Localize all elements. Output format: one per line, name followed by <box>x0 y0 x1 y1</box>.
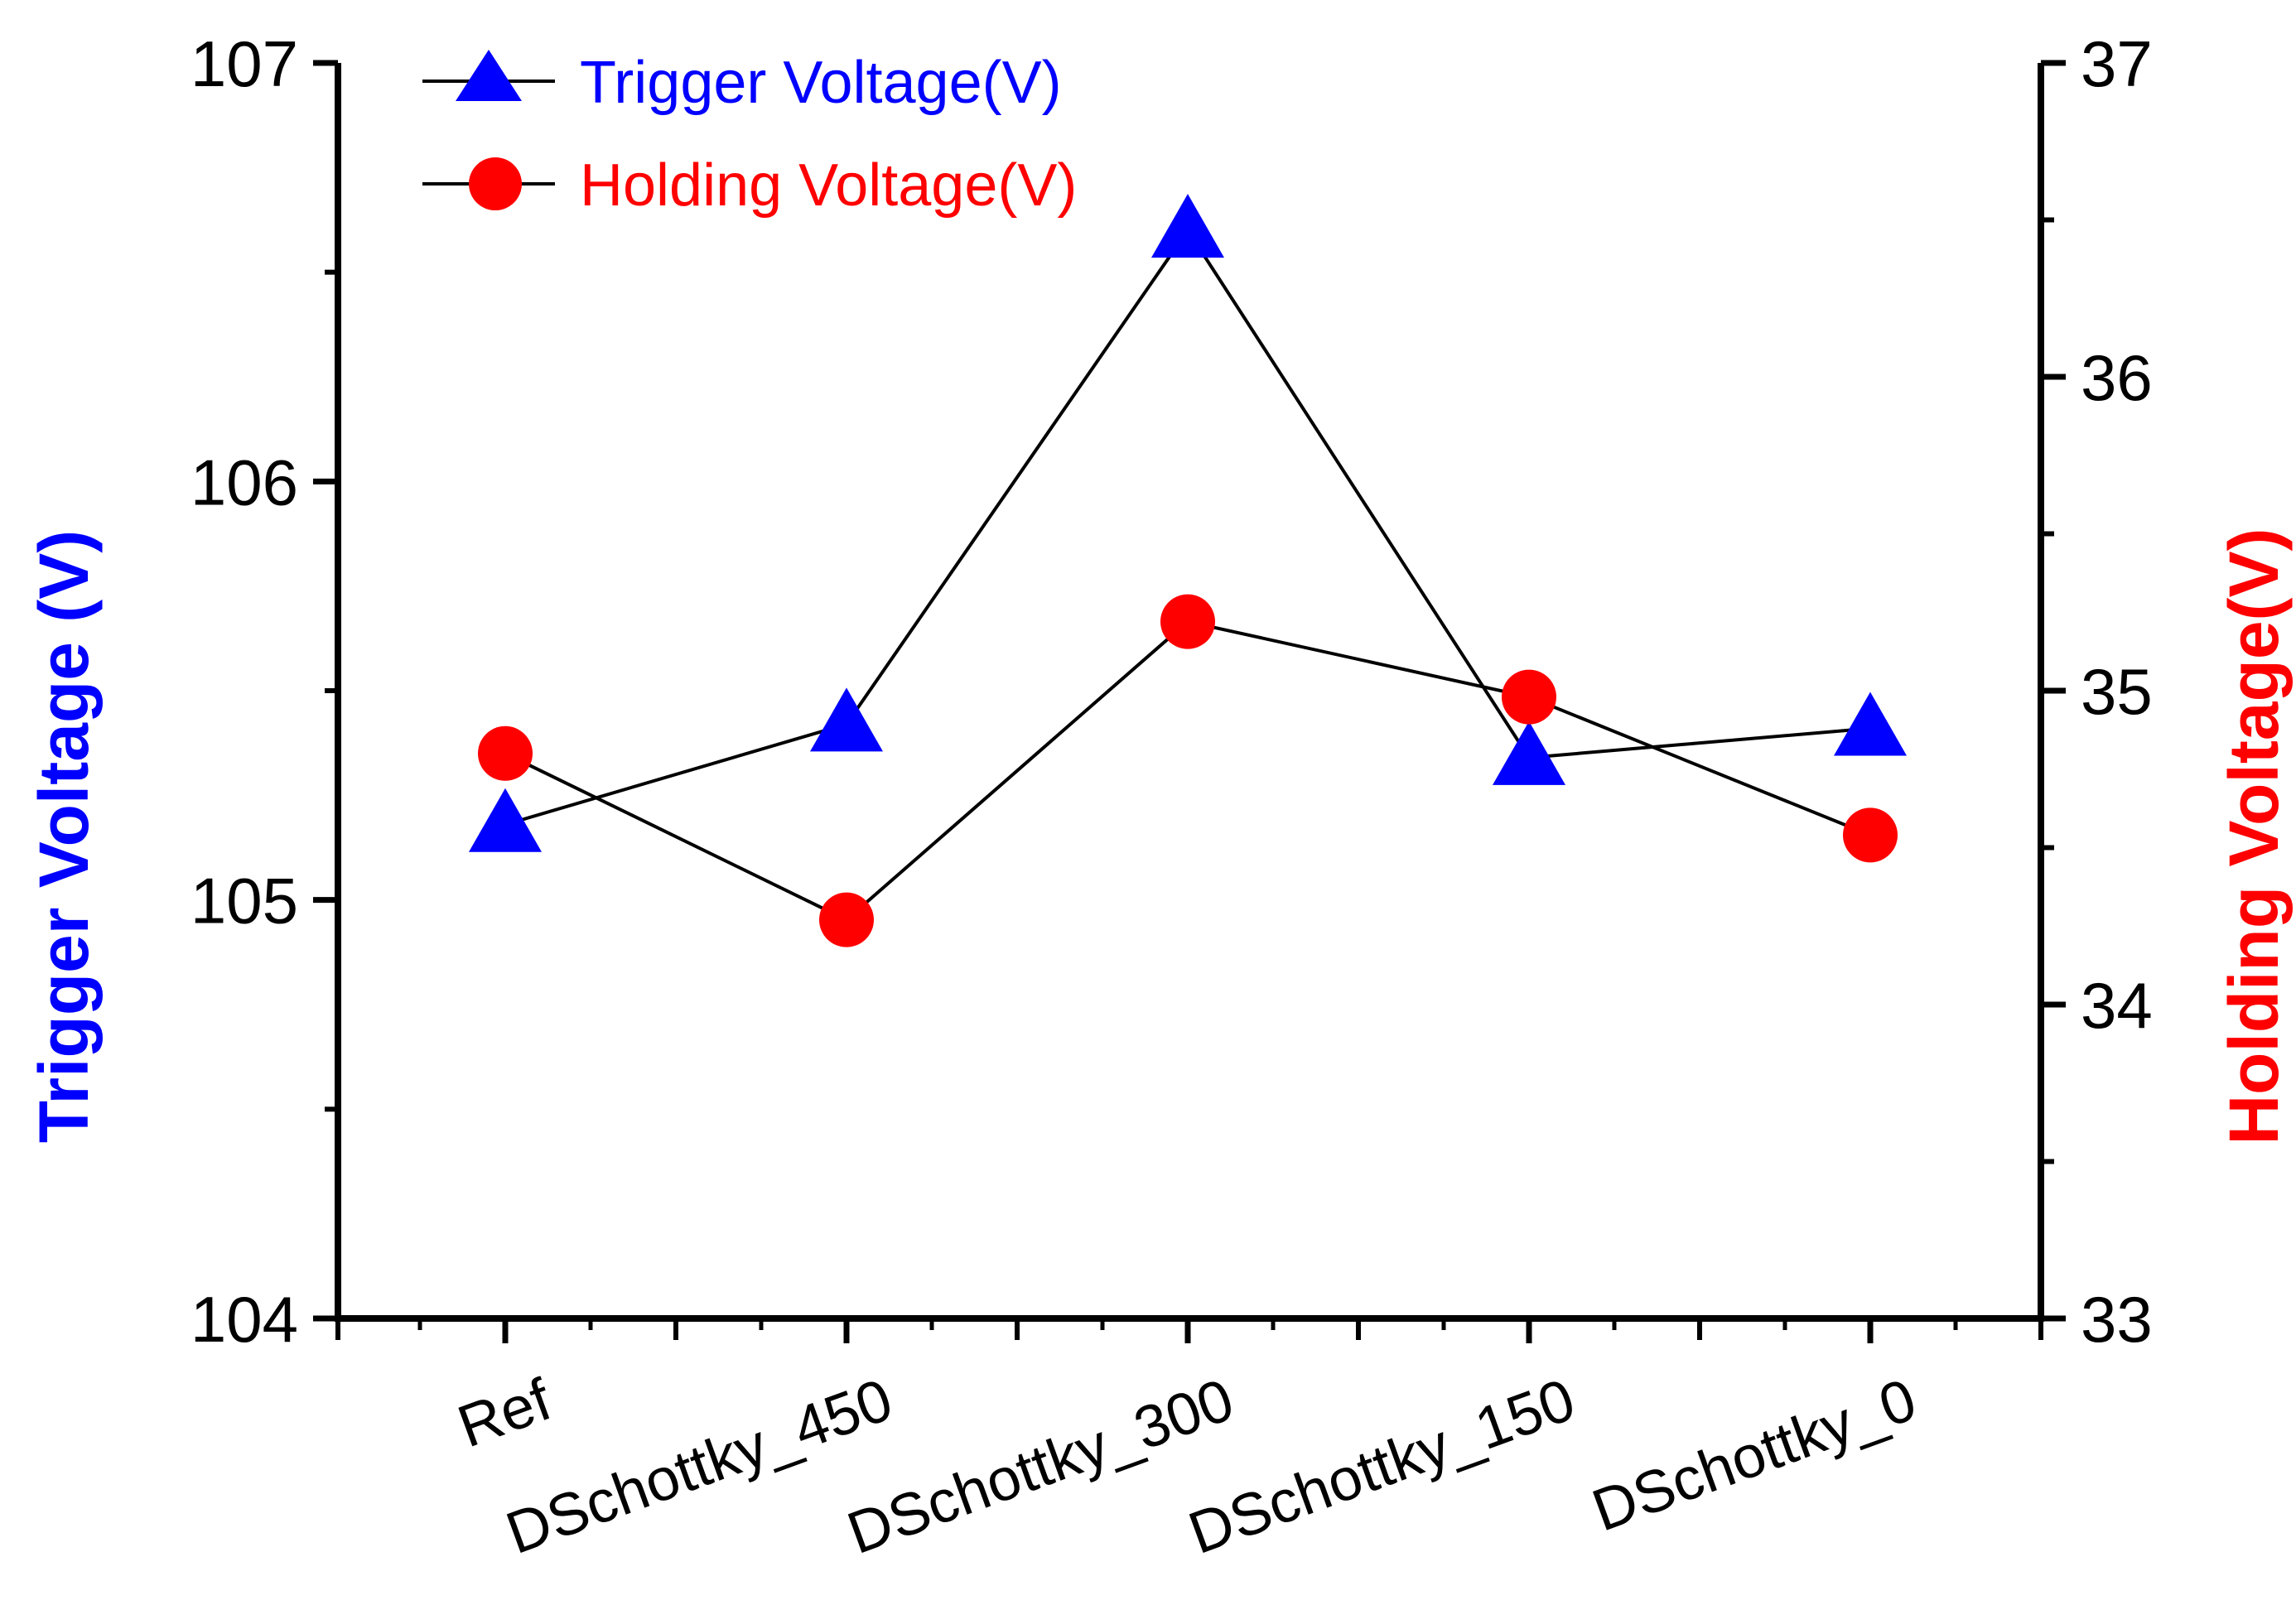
trigger-point <box>1151 194 1224 258</box>
right-tick-label: 33 <box>2081 1283 2153 1356</box>
right-axis-title: Holding Voltage(V) <box>2215 528 2293 1145</box>
trigger-point <box>810 687 883 752</box>
trigger-point <box>1834 692 1907 756</box>
legend-trigger-triangle-icon <box>456 50 522 101</box>
trigger-point <box>469 788 542 852</box>
left-tick-label: 104 <box>191 1283 298 1356</box>
right-tick-label: 34 <box>2081 969 2153 1042</box>
left-tick-label: 106 <box>191 446 298 518</box>
category-label: DSchottky_0 <box>1585 1366 1925 1545</box>
left-tick-label: 107 <box>191 27 298 100</box>
left-tick-label: 105 <box>191 865 298 937</box>
trigger-point <box>1493 721 1565 785</box>
holding-point <box>1502 669 1556 725</box>
right-tick-label: 35 <box>2081 655 2153 728</box>
category-label: Ref <box>450 1366 561 1461</box>
category-label: DSchottky_150 <box>1180 1366 1583 1567</box>
holding-point <box>1843 807 1898 863</box>
holding-series-line <box>504 619 1871 923</box>
right-tick-label: 36 <box>2081 341 2153 414</box>
axes: 1041051061073334353637RefDSchottky_450DS… <box>191 27 2153 1567</box>
category-label: DSchottky_300 <box>839 1366 1242 1567</box>
series-lines <box>504 227 1871 923</box>
holding-point <box>1160 594 1215 649</box>
legend-trigger-label: Trigger Voltage(V) <box>580 50 1062 116</box>
category-label: DSchottky_450 <box>498 1366 900 1567</box>
legend-holding-label: Holding Voltage(V) <box>580 152 1077 219</box>
holding-point <box>478 725 533 781</box>
trigger-series-line <box>504 227 1871 827</box>
legend-holding-circle-icon <box>469 157 522 210</box>
legend: Trigger Voltage(V) Holding Voltage(V) <box>422 50 1077 219</box>
right-tick-label: 37 <box>2081 27 2153 100</box>
series-markers <box>469 194 1907 947</box>
left-axis-title: Trigger Voltage (V) <box>25 530 103 1144</box>
holding-point <box>819 892 874 947</box>
